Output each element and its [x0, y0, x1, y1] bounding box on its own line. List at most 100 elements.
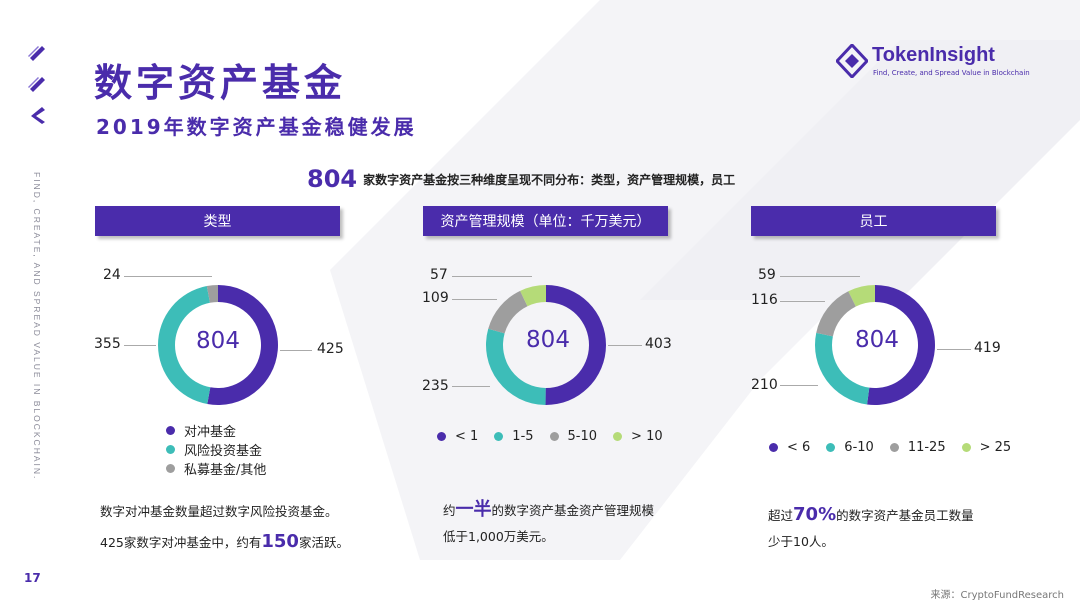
donut-chart-staff: [815, 285, 935, 405]
source-note: 来源：CryptoFundResearch: [930, 590, 1065, 601]
donut-chart-aum: [486, 285, 606, 405]
data-label: 403: [645, 336, 672, 352]
leader-line: [937, 349, 971, 350]
data-label: 57: [430, 267, 448, 283]
leader-line: [780, 385, 818, 386]
leader-line: [780, 301, 825, 302]
legend-label: 对冲基金: [184, 425, 237, 440]
leader-line: [452, 386, 490, 387]
legend-dot-icon: [549, 432, 559, 441]
note-text: 的数字资产基金员工数量: [836, 508, 974, 523]
legend-dot-icon: [826, 443, 836, 452]
donut-center-label: 804: [196, 328, 240, 354]
page-subtitle: 2019年数字资产基金稳健发展: [96, 115, 417, 139]
leader-line: [280, 350, 312, 351]
legend-type: 对冲基金 风险投资基金 私募基金/其他: [166, 421, 266, 478]
legend-dot-icon: [769, 443, 778, 452]
legend-item: 11-25: [889, 440, 946, 455]
legend-item: < 6: [769, 440, 810, 455]
legend-item: 5-10: [549, 429, 598, 444]
headline-text: 家数字资产基金按三种维度呈现不同分布：类型，资产管理规模，员工: [363, 172, 736, 187]
legend-staff: < 6 6-10 11-25 > 25: [769, 440, 1027, 455]
donut-slice-3: [206, 285, 218, 303]
legend-dot-icon: [166, 445, 175, 454]
note-text: 约: [443, 503, 456, 518]
logo-icon: [836, 44, 868, 78]
donut-slice-2: [815, 332, 870, 405]
note-line: 超过70%的数字资产基金员工数量: [768, 502, 974, 529]
chevron-icon: [28, 46, 45, 61]
note-type: 数字对冲基金数量超过数字风险投资基金。 425家数字对冲基金中，约有150家活跃…: [100, 497, 349, 558]
donut-slice-4: [520, 285, 546, 307]
chart-title: 资产管理规模（单位：千万美元）: [440, 214, 651, 230]
leader-line: [608, 345, 642, 346]
chart-title-bar-type: 类型: [95, 206, 340, 236]
note-highlight: 150: [261, 531, 299, 552]
leader-line: [124, 276, 212, 277]
note-line: 425家数字对冲基金中，约有150家活跃。: [100, 527, 349, 558]
legend-label: > 25: [979, 440, 1012, 455]
legend-dot-icon: [494, 432, 504, 441]
note-line: 低于1,000万美元。: [443, 529, 554, 544]
data-label: 59: [758, 267, 776, 283]
legend-label: 6-10: [844, 440, 874, 455]
legend-dot-icon: [437, 432, 446, 441]
note-line: 少于10人。: [768, 534, 834, 549]
page-title: 数字资产基金: [94, 61, 347, 105]
donut-slice-2: [157, 286, 211, 405]
page-number: 17: [24, 571, 41, 585]
note-line: 约一半的数字资产基金资产管理规模: [443, 497, 654, 524]
legend-label: 5-10: [567, 429, 598, 444]
note-aum: 约一半的数字资产基金资产管理规模 低于1,000万美元。: [443, 497, 654, 550]
note-highlight: 一半: [455, 499, 492, 520]
legend-label: 私募基金/其他: [184, 463, 267, 478]
legend-label: 11-25: [907, 440, 946, 455]
legend-item: > 25: [961, 440, 1012, 455]
leader-line: [124, 345, 156, 346]
data-label: 210: [751, 377, 778, 393]
legend-item: 私募基金/其他: [166, 459, 266, 478]
chevron-icon: [28, 77, 45, 92]
chart-title-bar-staff: 员工: [751, 206, 996, 236]
note-highlight: 70%: [793, 504, 837, 525]
headline-number: 804: [307, 165, 358, 193]
logo-name: TokenInsight: [872, 44, 995, 66]
legend-label: < 6: [787, 440, 811, 455]
note-text: 超过: [768, 508, 794, 523]
legend-item: 6-10: [826, 440, 874, 455]
legend-label: 风险投资基金: [184, 444, 263, 459]
donut-slice-2: [486, 328, 546, 405]
brand-logo: TokenInsight Find, Create, and Spread Va…: [836, 44, 1036, 80]
donut-slice-1: [867, 285, 935, 405]
donut-center-label: 804: [855, 327, 899, 353]
legend-item: 风险投资基金: [166, 440, 266, 459]
data-label: 235: [422, 378, 449, 394]
logo-tagline: Find, Create, and Spread Value in Blockc…: [873, 69, 1030, 77]
note-line: 数字对冲基金数量超过数字风险投资基金。: [100, 504, 338, 519]
headline: 804 家数字资产基金按三种维度呈现不同分布：类型，资产管理规模，员工: [307, 165, 735, 193]
data-label: 116: [751, 292, 778, 308]
legend-label: < 1: [455, 429, 479, 444]
donut-slice-3: [488, 290, 528, 334]
donut-slice-3: [816, 291, 856, 337]
legend-aum: < 1 1-5 5-10 > 10: [437, 429, 679, 444]
side-slogan: FIND, CREATE, AND SPREAD VALUE IN BLOCKC…: [32, 172, 42, 481]
leader-line: [780, 276, 860, 277]
data-label: 355: [94, 336, 121, 352]
data-label: 419: [974, 340, 1001, 356]
donut-slice-1: [207, 285, 278, 405]
donut-slice-4: [848, 285, 875, 307]
donut-slice-1: [545, 285, 606, 405]
legend-dot-icon: [961, 443, 971, 452]
data-label: 425: [317, 341, 344, 357]
data-label: 109: [422, 290, 449, 306]
legend-item: 对冲基金: [166, 421, 266, 440]
donut-chart-type: [157, 285, 278, 405]
chevron-decoration: [28, 44, 50, 137]
chevron-icon: [31, 107, 45, 124]
note-text: 家活跃。: [298, 535, 349, 550]
legend-item: 1-5: [494, 429, 534, 444]
legend-dot-icon: [889, 443, 899, 452]
note-staff: 超过70%的数字资产基金员工数量 少于10人。: [768, 502, 974, 555]
legend-item: > 10: [613, 429, 663, 444]
